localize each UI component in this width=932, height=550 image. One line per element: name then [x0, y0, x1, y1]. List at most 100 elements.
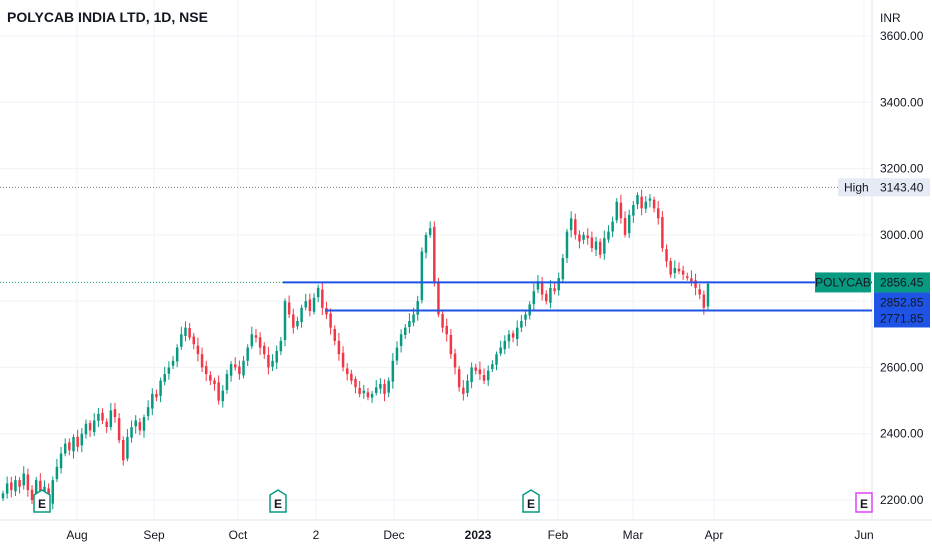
- x-tick-label: Aug: [66, 528, 87, 542]
- candle-body: [395, 347, 399, 361]
- candle-body: [698, 289, 701, 295]
- earnings-marker-shape: [33, 489, 51, 513]
- candle-body: [428, 228, 432, 235]
- candle-body: [586, 235, 589, 239]
- candle-body: [242, 360, 245, 376]
- earnings-marker-letter: E: [38, 497, 46, 511]
- candle-body: [279, 340, 283, 352]
- candle-body: [482, 375, 486, 381]
- candle-body: [63, 443, 67, 454]
- candle-body: [312, 297, 316, 312]
- candle-body: [661, 216, 664, 249]
- candle-body: [142, 417, 146, 431]
- y-tick-label: 2200.00: [880, 493, 924, 507]
- candle-body: [669, 261, 672, 275]
- candle-body: [43, 486, 46, 493]
- line-price-label: 2852.85: [874, 292, 930, 312]
- candle-body: [192, 336, 196, 345]
- candle-body: [122, 440, 125, 461]
- candle-body: [163, 374, 166, 382]
- candle-body: [105, 421, 108, 428]
- y-tick-label: 2400.00: [880, 427, 924, 441]
- candle-body: [545, 293, 548, 302]
- time-axis[interactable]: Aug Sep Oct 2 Dec 2023 Feb Mar Apr Jun: [66, 528, 873, 542]
- candle-body: [379, 384, 382, 389]
- earnings-marker-future: E: [855, 492, 873, 513]
- candle-body: [92, 420, 96, 433]
- x-tick-label: Jun: [854, 528, 873, 542]
- high-label-box: [838, 178, 874, 197]
- earnings-marker: E: [269, 489, 287, 513]
- price-axis[interactable]: 3600.003400.003200.003000.002800.002600.…: [815, 11, 930, 507]
- candle-body: [503, 340, 507, 350]
- candle-body: [706, 283, 710, 307]
- candle-body: [101, 412, 104, 421]
- candle-body: [686, 276, 689, 278]
- candle-body: [221, 390, 225, 402]
- candle-body: [619, 202, 623, 219]
- candle-body: [565, 231, 569, 259]
- candle-body: [204, 366, 208, 375]
- support-resistance-lines: [283, 281, 872, 312]
- candle-body: [316, 287, 320, 298]
- candle-body: [383, 384, 386, 394]
- y-tick-label: 3200.00: [880, 162, 924, 176]
- line-price-box: [874, 292, 930, 312]
- candle-body: [362, 390, 366, 394]
- candle-body: [80, 433, 84, 446]
- candle-body: [457, 369, 461, 388]
- candle-body: [607, 231, 610, 240]
- candle-body: [416, 301, 419, 315]
- candle-body: [677, 268, 681, 272]
- candle-body: [420, 251, 424, 301]
- candle-body: [536, 281, 540, 290]
- candle-body: [603, 238, 606, 254]
- candle-body: [117, 418, 121, 441]
- candle-body: [358, 387, 361, 394]
- y-tick-label: 3600.00: [880, 29, 924, 43]
- line-price-text: 2771.85: [880, 311, 924, 325]
- candle-body: [130, 427, 133, 438]
- candle-body: [188, 327, 191, 338]
- candle-body: [209, 375, 212, 381]
- candle-body: [22, 473, 25, 486]
- candle-body: [391, 360, 395, 382]
- candle-body: [553, 288, 556, 292]
- candle-body: [180, 334, 183, 347]
- candle-body: [76, 436, 79, 447]
- candle-body: [387, 380, 390, 393]
- candle-body: [466, 380, 469, 393]
- candle-body: [462, 387, 465, 394]
- ticker-price-label: POLYCAB 2856.45: [815, 272, 930, 293]
- candle-body: [354, 379, 357, 388]
- candle-body: [68, 442, 71, 451]
- candle-body: [437, 282, 440, 315]
- candle-body: [515, 327, 519, 339]
- candle-body: [532, 291, 536, 305]
- candle-body: [656, 208, 660, 219]
- candle-body: [408, 321, 411, 327]
- candle-body: [449, 334, 453, 355]
- candle-body: [557, 277, 560, 291]
- candle-body: [561, 258, 565, 280]
- candle-body: [51, 480, 55, 504]
- candle-body: [155, 393, 158, 398]
- candle-body: [55, 466, 59, 480]
- candle-body: [366, 392, 370, 398]
- candle-body: [146, 407, 150, 417]
- earnings-marker-letter: E: [274, 497, 282, 511]
- candle-body: [246, 347, 249, 361]
- candle-body: [694, 280, 697, 288]
- candle-body: [681, 270, 685, 275]
- candle-body: [26, 474, 30, 491]
- candle-body: [30, 489, 34, 500]
- currency-label: INR: [880, 11, 901, 25]
- x-tick-label: Sep: [143, 528, 165, 542]
- candle-body: [217, 382, 220, 401]
- candle-body: [229, 364, 233, 376]
- candle-body: [486, 370, 490, 381]
- candle-body: [623, 217, 627, 235]
- earnings-marker: E: [33, 489, 51, 513]
